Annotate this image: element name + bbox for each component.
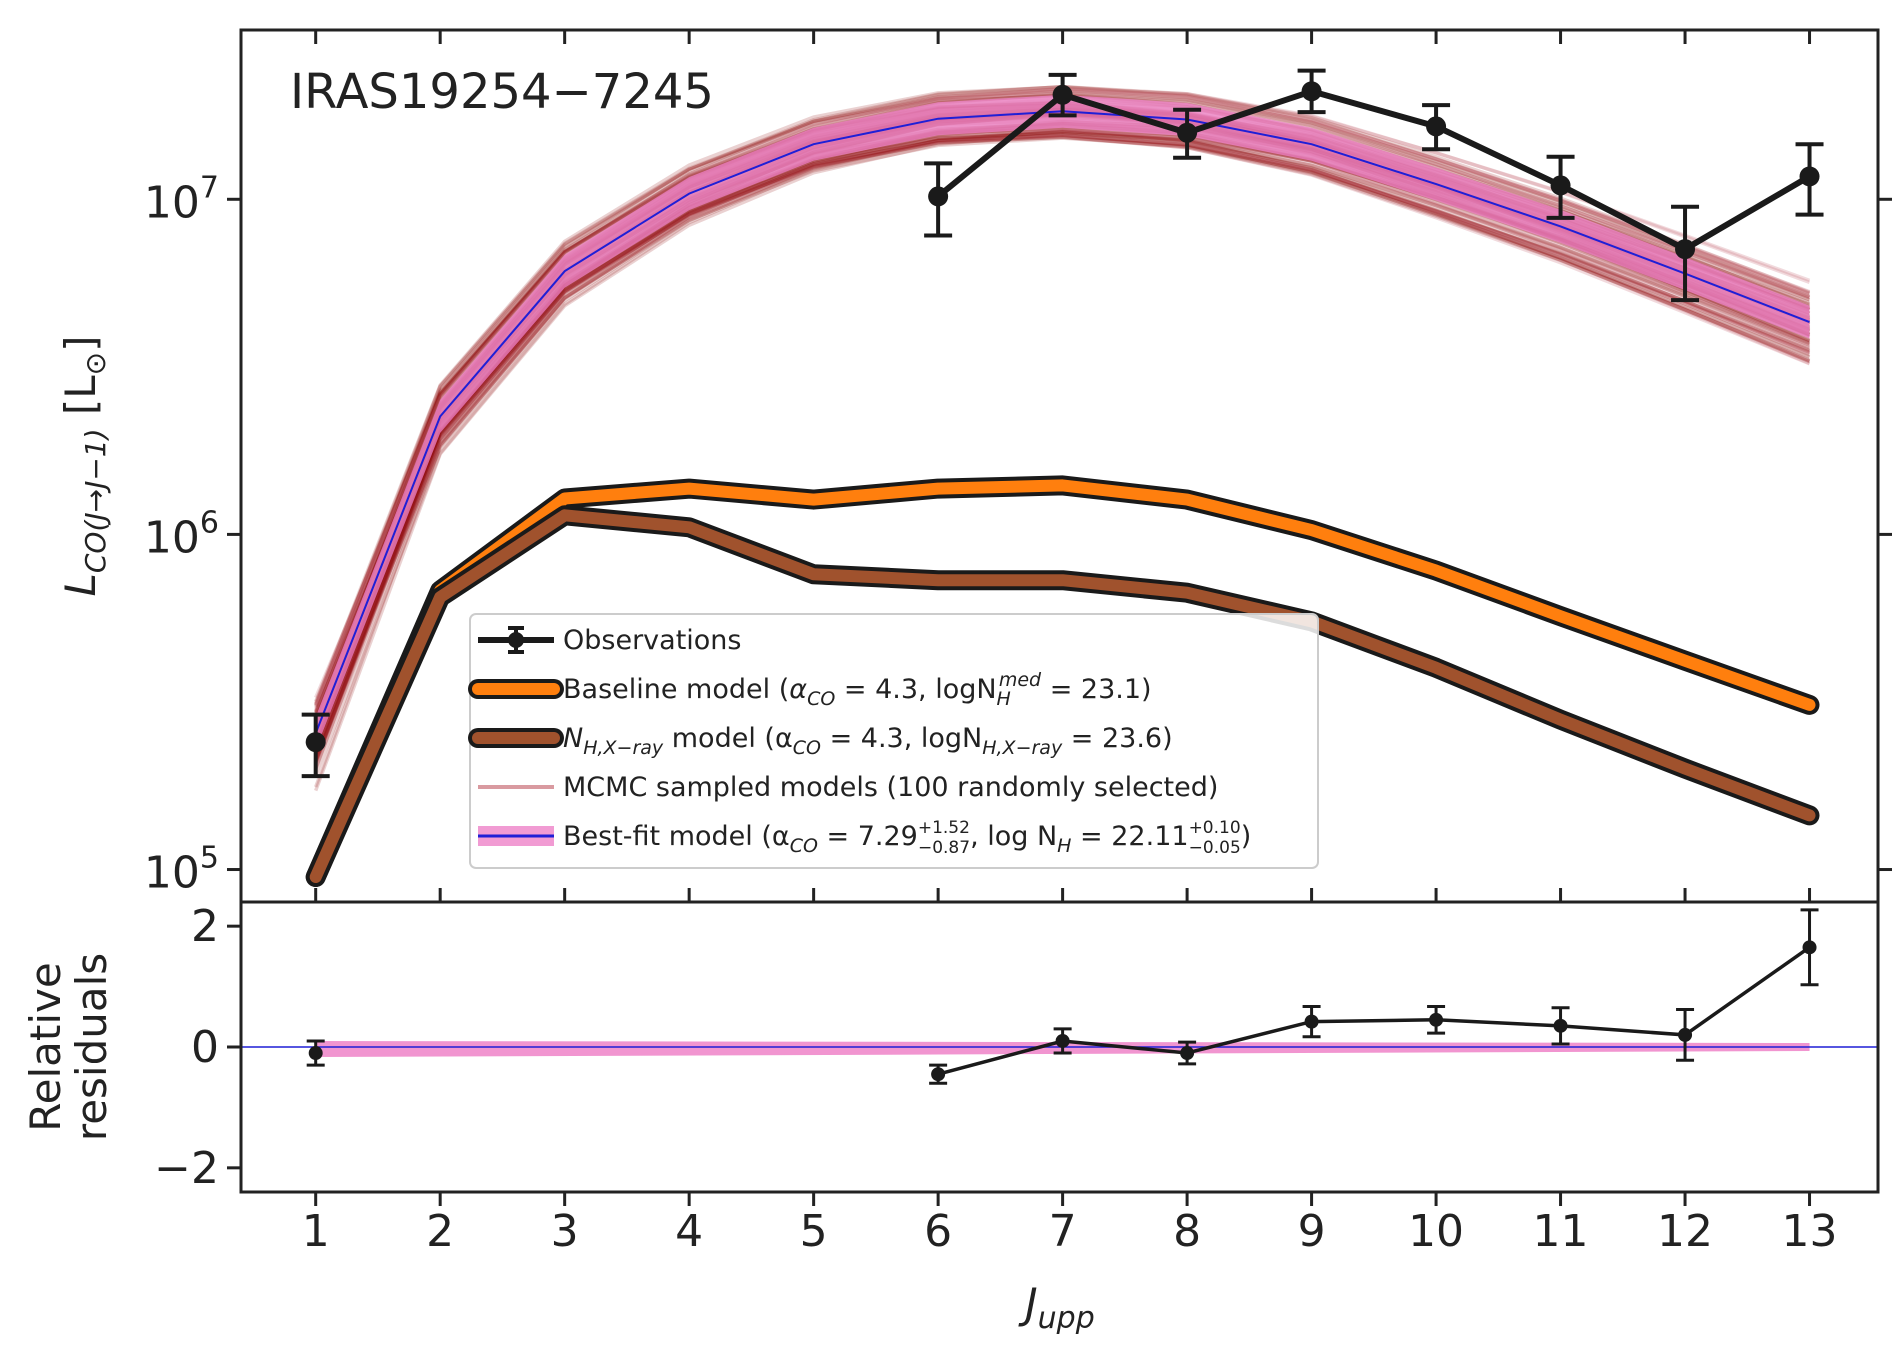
mcmc-sample-line: [314, 85, 1811, 704]
x-tick-label: 12: [1657, 1206, 1713, 1257]
x-tick-label: 5: [800, 1206, 828, 1257]
residual-marker: [1180, 1046, 1195, 1061]
residual-marker: [1802, 940, 1817, 955]
x-tick-label: 8: [1173, 1206, 1201, 1257]
mcmc-sample-line: [314, 136, 1811, 762]
residual-point: [1302, 1005, 1321, 1039]
residual-marker: [1553, 1018, 1568, 1033]
mcmc-sample-line: [314, 87, 1811, 706]
residual-point: [1178, 1040, 1197, 1066]
x-tick-label: 2: [426, 1206, 454, 1257]
x-tick-label: 4: [675, 1206, 703, 1257]
mcmc-sample-line: [314, 101, 1811, 703]
main-panel: 105 106 107 IRAS19254−7245 LCO(J→J−1) [L⊙]…: [56, 28, 1892, 904]
main-y-label: LCO(J→J−1) [L⊙]: [56, 335, 112, 596]
legend-label-observations: Observations: [563, 625, 741, 656]
legend-entry-baseline: Baseline model (αCO = 4.3, logNHmed = 23…: [468, 669, 1152, 710]
mcmc-sample-line: [314, 130, 1811, 759]
observation-point: [1422, 103, 1451, 152]
residuals-y-tick-label: −2: [154, 1143, 219, 1194]
observation-point: [1048, 72, 1077, 118]
observation-point: [1546, 154, 1575, 220]
x-tick-label: 7: [1049, 1206, 1077, 1257]
residuals-series: [306, 908, 1819, 1085]
main-y-tick-label: 105: [144, 841, 219, 899]
main-y-tick-label: 107: [144, 170, 219, 228]
observation-point: [924, 161, 953, 238]
x-tick-label: 9: [1298, 1206, 1326, 1257]
residuals-y-ticks: 2 0 −2: [154, 901, 241, 1194]
observation-marker: [1301, 81, 1322, 102]
observation-marker: [1675, 239, 1696, 260]
main-y-tick-label: 106: [144, 505, 219, 563]
observation-point: [1671, 204, 1700, 303]
x-axis-label: Jupp: [1018, 1279, 1095, 1336]
mcmc-sample-line: [314, 132, 1811, 762]
observation-point: [1297, 68, 1326, 115]
residuals-y-tick-label: 0: [191, 1022, 219, 1073]
residual-point: [1800, 908, 1819, 987]
x-tick-label: 6: [924, 1206, 952, 1257]
legend-entry-observations: Observations: [478, 625, 741, 656]
observation-marker: [1550, 175, 1571, 196]
legend-entry-xray: NH,X−ray model (αCO = 4.3, logNH,X−ray =…: [468, 723, 1173, 759]
xray-model-line: [309, 509, 1816, 883]
model-lines: [305, 475, 1820, 887]
legend: Observations Baseline model (αCO = 4.3, …: [468, 613, 1319, 869]
svg-text:LCO(J→J−1) [L⊙]: LCO(J→J−1) [L⊙]: [56, 335, 112, 596]
observation-point: [1795, 142, 1824, 217]
observation-marker: [1177, 122, 1198, 143]
x-tick-label: 11: [1533, 1206, 1589, 1257]
baseline-model-line: [309, 479, 1816, 883]
observation-marker: [1799, 166, 1820, 187]
residual-marker: [1429, 1012, 1444, 1027]
observations-line: [936, 88, 1812, 253]
residual-marker: [931, 1067, 946, 1082]
residuals-y-label-line2: residuals: [67, 953, 116, 1141]
residual-marker: [1055, 1033, 1070, 1048]
legend-label-baseline: Baseline model (αCO = 4.3, logNHmed = 23…: [563, 669, 1152, 710]
residuals-line: [937, 945, 1811, 1076]
residual-marker: [1678, 1027, 1693, 1042]
legend-label-mcmc: MCMC sampled models (100 randomly select…: [563, 772, 1218, 803]
residuals-y-tick-label: 2: [191, 901, 219, 952]
main-x-ticks: [314, 30, 1812, 902]
legend-label-bestfit: Best-fit model (αCO = 7.29+1.52 −0.87, lo…: [563, 818, 1251, 858]
x-tick-label: 3: [551, 1206, 579, 1257]
residual-point: [929, 1063, 948, 1085]
residuals-y-label: Relative residuals: [21, 953, 116, 1141]
mcmc-sample-line: [314, 133, 1811, 747]
legend-entry-bestfit: Best-fit model (αCO = 7.29+1.52 −0.87, lo…: [478, 818, 1251, 858]
observation-point: [301, 712, 330, 779]
source-annotation: IRAS19254−7245: [290, 64, 714, 120]
observation-point: [1173, 107, 1202, 160]
mcmc-sample-line: [314, 135, 1811, 764]
legend-label-xray: NH,X−ray model (αCO = 4.3, logNH,X−ray =…: [563, 723, 1173, 759]
observation-marker: [1426, 116, 1447, 137]
x-tick-label: 13: [1782, 1206, 1838, 1257]
residual-point: [1551, 1006, 1570, 1046]
residual-marker: [308, 1046, 323, 1061]
residual-point: [1053, 1027, 1072, 1055]
residuals-panel: 1 2 3 4 5 6 7 8 9 10 11 12 13 20−2 Relative residual…: [21, 900, 1880, 1336]
residual-marker: [1304, 1014, 1319, 1029]
residuals-x-ticks: 1 2 3 4 5 6 7 8 9 10 11 12 13: [302, 1192, 1838, 1257]
residual-point: [306, 1039, 325, 1067]
residuals-y-label-line1: Relative: [21, 962, 70, 1131]
observation-marker: [1052, 84, 1073, 105]
observations-series: [301, 68, 1824, 779]
mcmc-sample-line: [314, 133, 1811, 758]
observation-marker: [305, 732, 326, 753]
observation-marker: [928, 186, 949, 207]
residual-point: [1427, 1005, 1446, 1035]
mcmc-sample-line: [314, 129, 1811, 734]
legend-entry-mcmc: MCMC sampled models (100 randomly select…: [478, 772, 1218, 803]
x-tick-label: 10: [1408, 1206, 1464, 1257]
residual-point: [1676, 1008, 1695, 1062]
mcmc-sample-line: [314, 133, 1811, 754]
x-tick-label: 1: [302, 1206, 330, 1257]
mcmc-sample-line: [314, 135, 1811, 747]
main-y-ticks: 105 106 107: [144, 170, 1892, 899]
